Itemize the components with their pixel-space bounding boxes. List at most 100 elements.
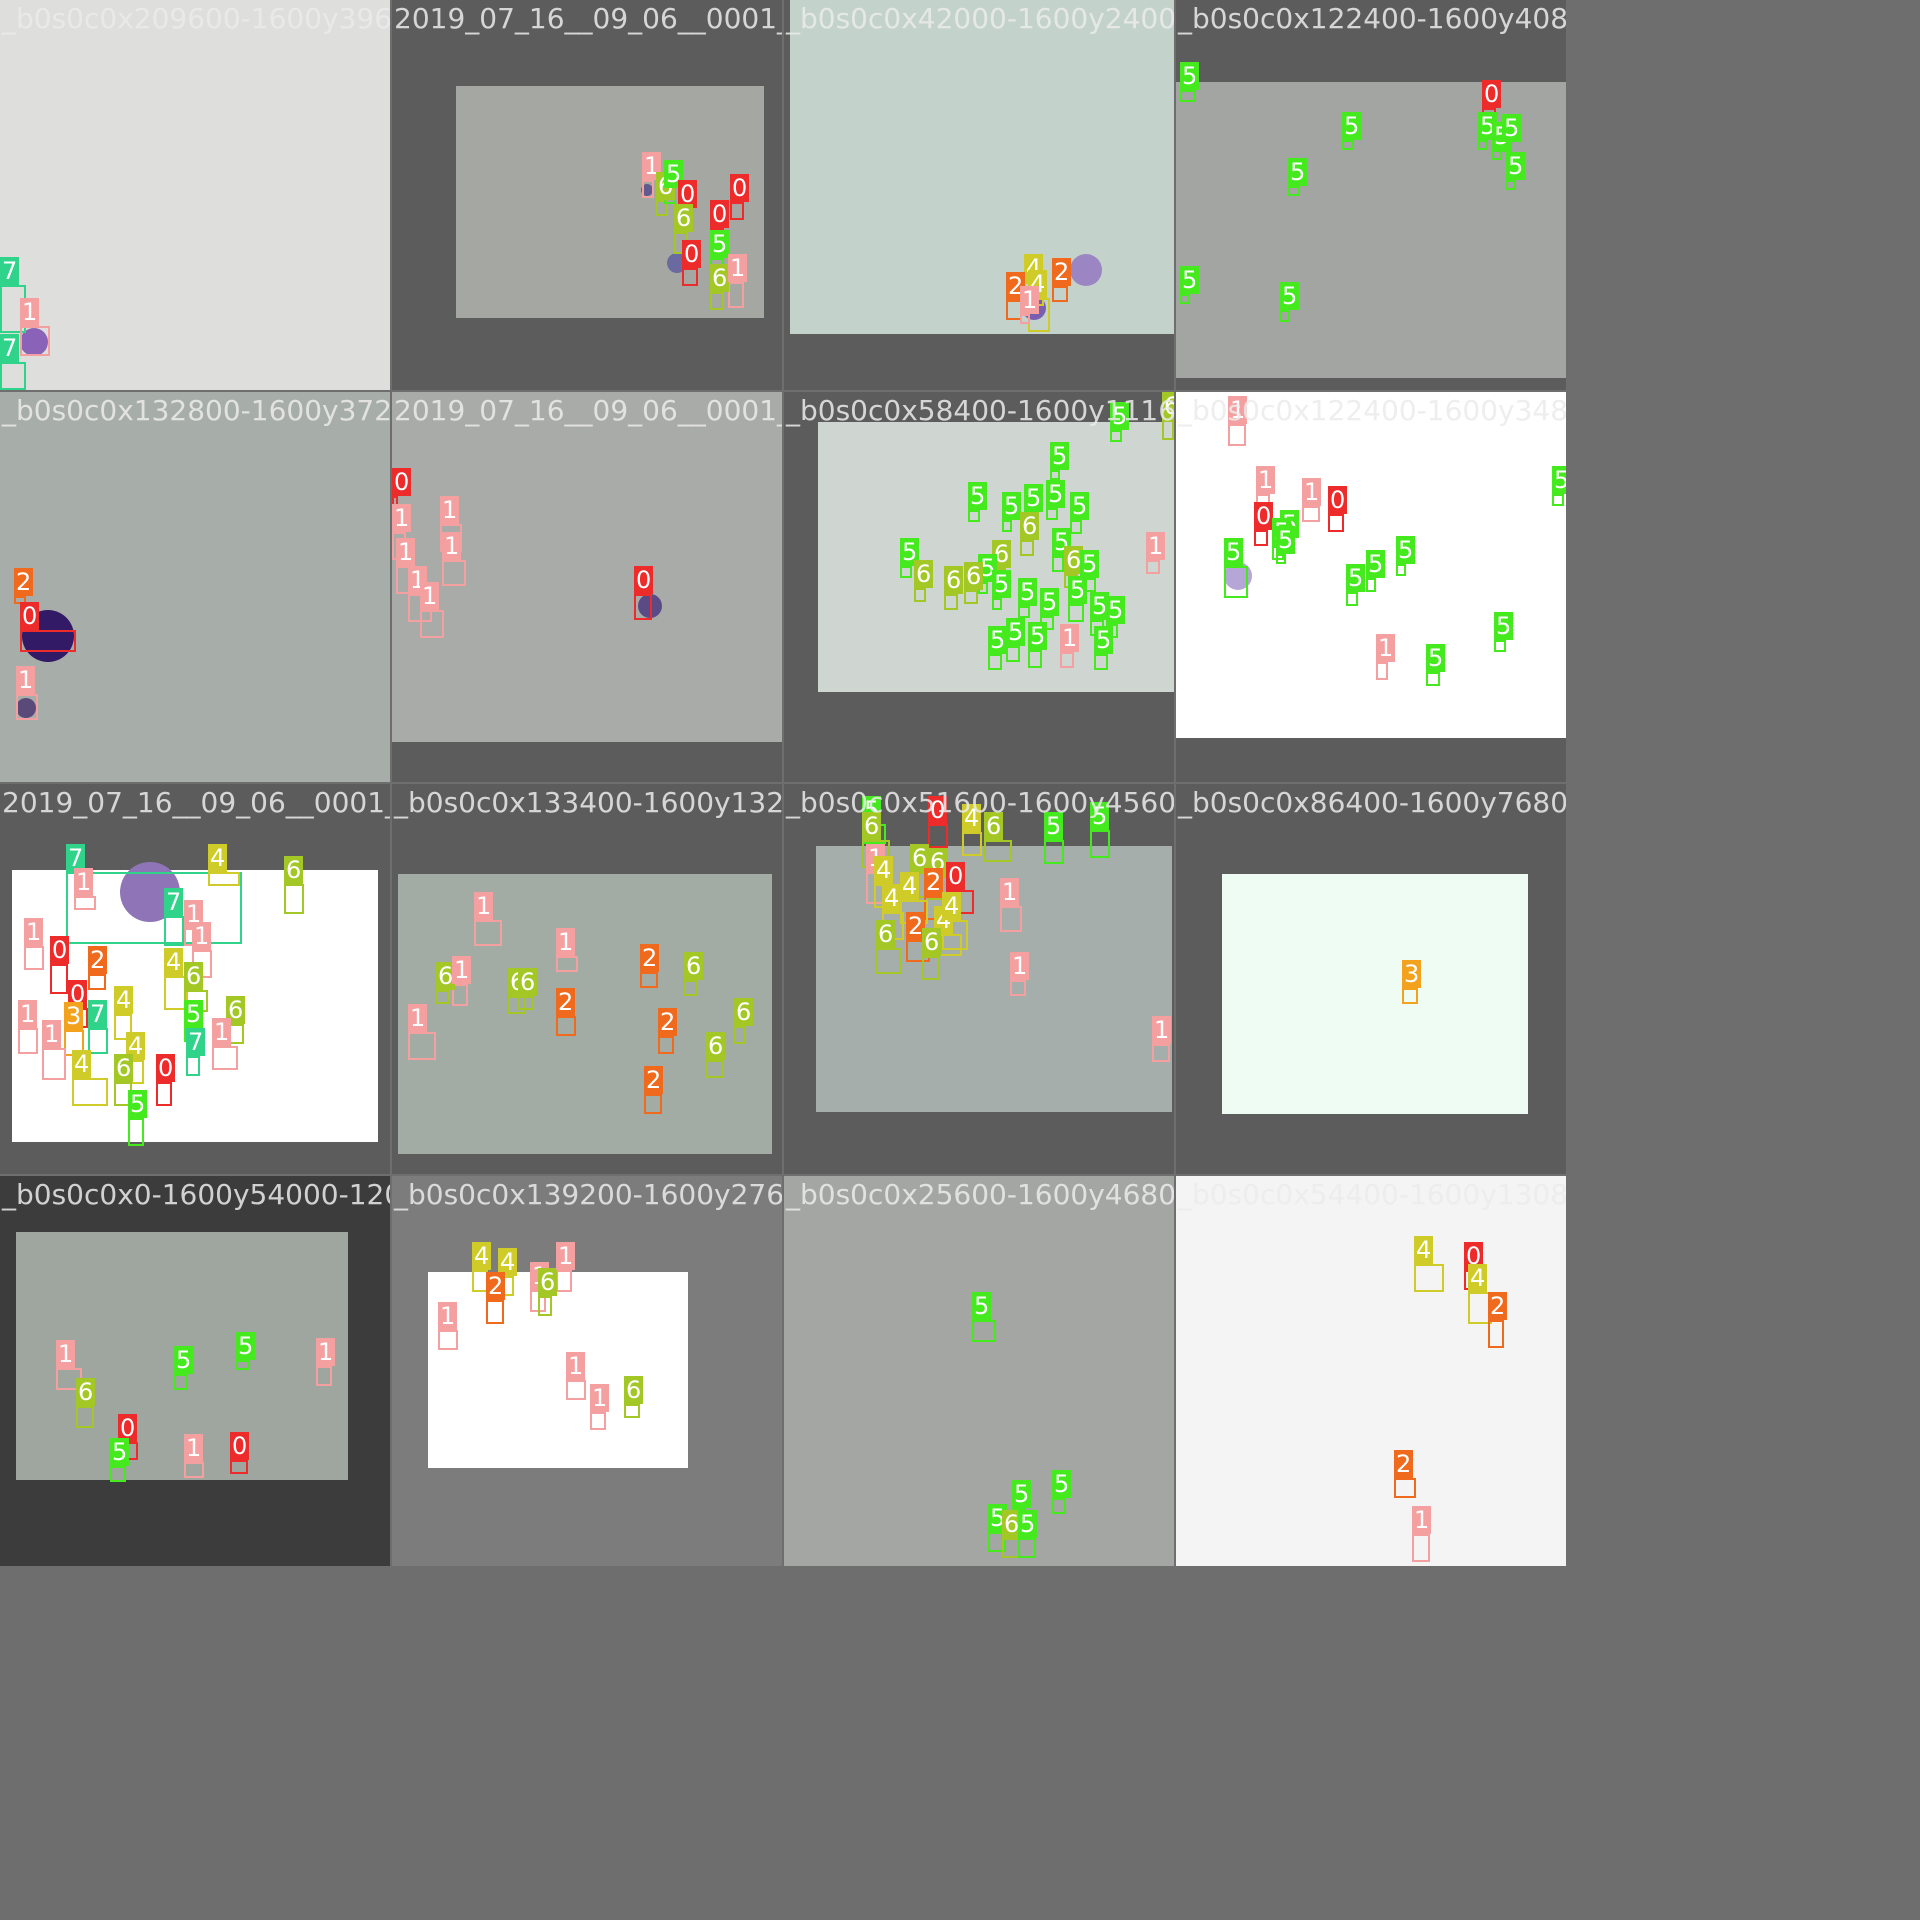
- detection-box: [1302, 506, 1320, 522]
- class-label: 5: [1288, 158, 1308, 186]
- detection-box: [1010, 980, 1026, 996]
- image-region: [0, 392, 390, 782]
- class-label: 0: [1254, 502, 1274, 530]
- class-label: 0: [1328, 486, 1348, 514]
- mosaic-tile: 4421611116_b0s0c0x139200-1600y27600-1200…: [392, 1176, 782, 1566]
- mosaic-tile: 5 6 5 5 5 5 5 5 6 5 6 1 6 5 5 5 5 5 5 5 5 5 6 6 6 1 5 5 5 5 _b0s0c0x58…: [784, 392, 1174, 782]
- class-label: 5: [1068, 576, 1088, 604]
- class-label: 4: [962, 804, 982, 832]
- class-label: 5: [1046, 480, 1066, 508]
- detection-box: [658, 1036, 674, 1054]
- detection-box: [1050, 470, 1060, 480]
- class-label: 6: [862, 812, 882, 840]
- class-label: 4: [1468, 1264, 1488, 1292]
- mosaic-tile: 11666162122662_b0s0c0x133400-1600y13200-…: [392, 784, 782, 1174]
- class-label: 4: [900, 872, 920, 900]
- detection-box: [508, 996, 526, 1014]
- detection-box: [682, 268, 698, 286]
- mosaic-tile: 7 7 1 _b0s0c0x209600-1600y39600: [0, 0, 390, 390]
- class-label: 4: [72, 1050, 92, 1078]
- class-label: 5: [110, 1438, 130, 1466]
- class-label: 1: [74, 868, 94, 896]
- class-label: 1: [1412, 1506, 1432, 1534]
- class-label: 0: [730, 174, 750, 202]
- detection-box: [284, 884, 304, 914]
- detection-box: [438, 1330, 458, 1350]
- class-label: 0: [20, 602, 40, 630]
- tile-filename: _b0s0c0x133400-1600y13200-1200m: [394, 786, 782, 819]
- mosaic-tile: 4 0 4 2 2 1 _b0s0c0x54400-1600y13080: [1176, 1176, 1566, 1566]
- class-label: 1: [184, 900, 204, 928]
- detection-box: [1402, 988, 1418, 1004]
- mosaic-tile: 42241_b0s0c0x42000-1600y24000-1200m2762.…: [784, 0, 1174, 390]
- detection-box: [164, 916, 184, 946]
- class-label: 0: [50, 936, 70, 964]
- detection-box: [1224, 566, 1248, 598]
- detection-box: [1000, 906, 1022, 932]
- tile-filename: 2019_07_16__09_06__0001_m4553.png: [394, 2, 782, 35]
- class-label: 0: [1482, 80, 1502, 108]
- class-label: 7: [164, 888, 184, 916]
- class-label: 1: [442, 532, 462, 560]
- class-label: 5: [1494, 612, 1514, 640]
- detection-box: [710, 292, 724, 310]
- class-label: 6: [734, 998, 754, 1026]
- class-label: 1: [1302, 478, 1322, 506]
- detection-box: [66, 872, 242, 944]
- detection-box: [208, 872, 240, 886]
- class-label: 5: [900, 538, 920, 566]
- detection-box: [1376, 662, 1388, 680]
- class-label: 1: [316, 1338, 336, 1366]
- class-label: 5: [1094, 626, 1114, 654]
- class-label: 1: [42, 1020, 62, 1048]
- detection-box: [0, 362, 26, 390]
- detection-box: [164, 976, 188, 1010]
- detection-box: [452, 984, 468, 1006]
- class-label: 1: [1060, 624, 1080, 652]
- detection-box: [1346, 592, 1358, 606]
- class-label: 2: [1394, 1450, 1414, 1478]
- class-label: 6: [184, 962, 204, 990]
- detection-box: [1068, 604, 1084, 622]
- tile-filename: _b0s0c0x0-1600y54000-1200m5895.png: [2, 1178, 390, 1211]
- class-label: 6: [436, 962, 456, 990]
- class-label: 6: [922, 928, 942, 956]
- class-label: 5: [128, 1090, 148, 1118]
- class-label: 6: [706, 1032, 726, 1060]
- class-label: 5: [1552, 466, 1566, 494]
- class-label: 1: [1228, 396, 1248, 424]
- detection-box: [24, 946, 44, 970]
- detection-box: [1276, 554, 1286, 564]
- class-label: 5: [1502, 114, 1522, 142]
- class-label: 5: [236, 1332, 256, 1360]
- class-label: 1: [440, 496, 460, 524]
- tile-filename: _b0s0c0x139200-1600y27600-1200m2562.png: [394, 1178, 782, 1211]
- class-label: 6: [226, 996, 246, 1024]
- class-label: 1: [192, 922, 212, 950]
- detection-box: [42, 1048, 66, 1080]
- class-label: 2: [1488, 1292, 1508, 1320]
- detection-box: [1044, 840, 1064, 864]
- image-region: [392, 392, 782, 742]
- detection-box: [684, 980, 698, 996]
- class-label: 1: [396, 538, 416, 566]
- detection-box: [1394, 1478, 1416, 1498]
- mosaic-tile: 011111102019_07_16__09_06__0001_m4144.pn…: [392, 392, 782, 782]
- detection-box: [1342, 140, 1354, 150]
- class-label: 5: [1028, 622, 1048, 650]
- class-label: 1: [556, 928, 576, 956]
- detection-box: [992, 598, 1002, 610]
- detection-box: [634, 594, 652, 620]
- class-label: 6: [674, 204, 694, 232]
- detection-box: [644, 1094, 662, 1114]
- class-label: 6: [284, 856, 304, 884]
- class-label: 6: [518, 968, 538, 996]
- detection-box: [20, 326, 50, 356]
- class-label: 4: [164, 948, 184, 976]
- class-label: 5: [1506, 152, 1526, 180]
- image-region: [398, 874, 772, 1154]
- class-label: 5: [1024, 484, 1044, 512]
- detection-box: [88, 1028, 108, 1054]
- class-label: 2: [640, 944, 660, 972]
- detection-box: [1396, 564, 1406, 576]
